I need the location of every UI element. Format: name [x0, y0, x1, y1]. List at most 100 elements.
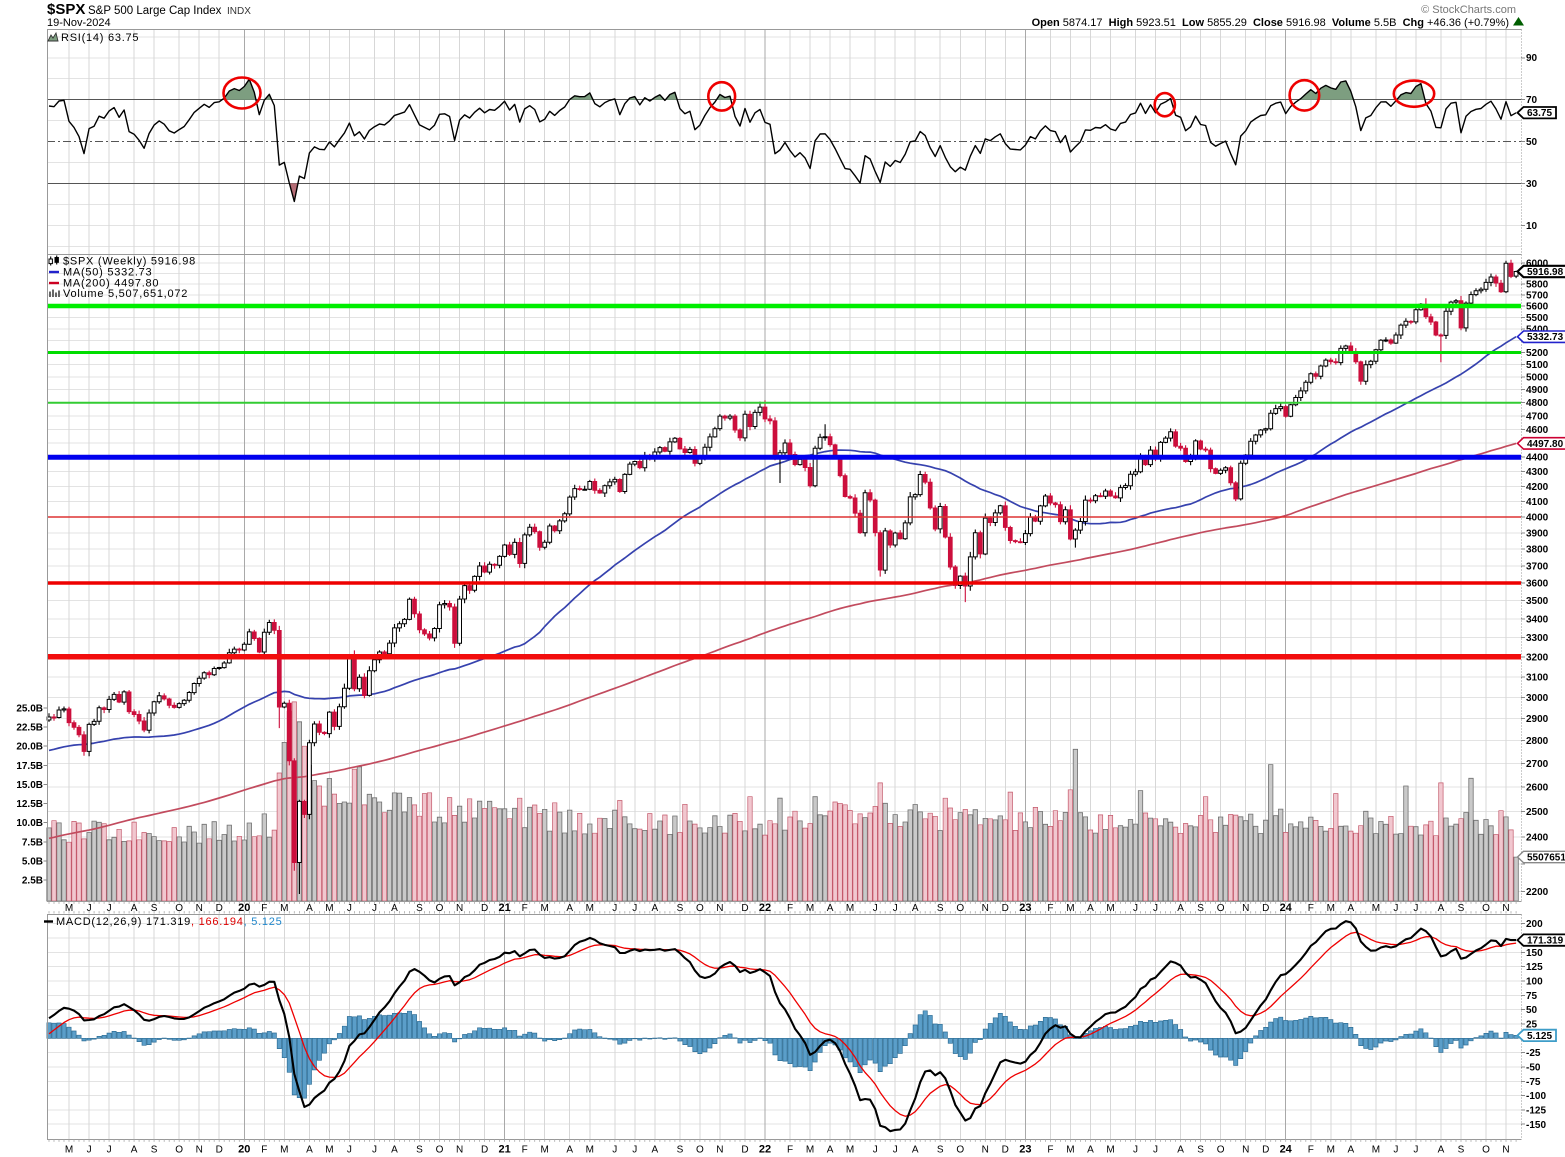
svg-text:M: M	[325, 903, 333, 914]
svg-text:3000: 3000	[1526, 693, 1549, 704]
svg-text:A: A	[651, 903, 658, 914]
svg-text:24: 24	[1280, 1144, 1293, 1156]
svg-text:17.5B: 17.5B	[16, 761, 43, 772]
svg-text:5.125: 5.125	[1527, 1031, 1552, 1042]
svg-text:N: N	[196, 1145, 203, 1156]
svg-text:7.5B: 7.5B	[22, 837, 43, 848]
svg-text:21: 21	[498, 902, 510, 914]
svg-text:-75: -75	[1526, 1077, 1541, 1088]
svg-text:A: A	[391, 903, 398, 914]
svg-text:N: N	[982, 903, 989, 914]
svg-text:4300: 4300	[1526, 467, 1549, 478]
svg-text:J: J	[107, 1145, 112, 1156]
svg-text:D: D	[1002, 1145, 1009, 1156]
svg-text:O: O	[696, 903, 704, 914]
svg-text:F: F	[1047, 1145, 1053, 1156]
svg-text:A: A	[827, 903, 834, 914]
svg-text:2.5B: 2.5B	[22, 876, 43, 887]
svg-text:A: A	[1177, 903, 1184, 914]
svg-text:M: M	[846, 1145, 854, 1156]
svg-text:-125: -125	[1526, 1105, 1546, 1116]
svg-text:200: 200	[1526, 919, 1543, 930]
svg-text:D: D	[216, 1145, 223, 1156]
svg-text:J: J	[1153, 1145, 1158, 1156]
svg-text:S: S	[1458, 903, 1465, 914]
svg-text:N: N	[982, 1145, 989, 1156]
svg-text:F: F	[1308, 1145, 1314, 1156]
svg-text:3500: 3500	[1526, 596, 1549, 607]
svg-text:M: M	[1327, 903, 1335, 914]
svg-text:4100: 4100	[1526, 497, 1549, 508]
svg-text:$SPX (Weekly) 5916.98: $SPX (Weekly) 5916.98	[63, 256, 196, 268]
svg-text:A: A	[1438, 903, 1445, 914]
svg-text:22.5B: 22.5B	[16, 723, 43, 734]
svg-text:© StockCharts.com: © StockCharts.com	[1421, 4, 1516, 16]
svg-text:J: J	[873, 1145, 878, 1156]
svg-text:10.0B: 10.0B	[16, 818, 43, 829]
svg-text:J: J	[873, 903, 878, 914]
svg-text:A: A	[566, 903, 573, 914]
svg-text:MACD(12,26,9) 171.319, 166.194: MACD(12,26,9) 171.319, 166.194, 5.125	[56, 916, 283, 928]
svg-text:50: 50	[1526, 137, 1538, 148]
svg-text:S: S	[937, 1145, 944, 1156]
svg-text:S: S	[151, 903, 158, 914]
svg-text:O: O	[1482, 903, 1490, 914]
svg-text:D: D	[741, 1145, 748, 1156]
svg-text:2700: 2700	[1526, 759, 1549, 770]
svg-text:J: J	[347, 903, 352, 914]
svg-text:S: S	[937, 903, 944, 914]
svg-text:J: J	[1413, 1145, 1418, 1156]
svg-text:20: 20	[238, 1144, 250, 1156]
svg-text:50: 50	[1526, 1005, 1538, 1016]
svg-text:D: D	[1002, 903, 1009, 914]
svg-text:4600: 4600	[1526, 425, 1549, 436]
svg-text:22: 22	[759, 1144, 771, 1156]
svg-text:D: D	[481, 1145, 488, 1156]
svg-text:M: M	[1106, 1145, 1114, 1156]
svg-text:N: N	[716, 903, 723, 914]
svg-text:S: S	[1458, 1145, 1465, 1156]
svg-text:A: A	[827, 1145, 834, 1156]
svg-text:M: M	[280, 1145, 288, 1156]
svg-text:4700: 4700	[1526, 411, 1549, 422]
svg-text:J: J	[632, 903, 637, 914]
svg-text:J: J	[87, 903, 92, 914]
svg-text:M: M	[1372, 903, 1380, 914]
svg-text:A: A	[391, 1145, 398, 1156]
svg-text:S: S	[677, 903, 684, 914]
svg-text:4200: 4200	[1526, 482, 1549, 493]
svg-text:3600: 3600	[1526, 579, 1549, 590]
svg-text:3100: 3100	[1526, 672, 1549, 683]
svg-text:J: J	[1393, 903, 1398, 914]
svg-text:5800: 5800	[1526, 280, 1549, 291]
svg-text:2200: 2200	[1526, 887, 1549, 898]
svg-text:2600: 2600	[1526, 783, 1549, 794]
svg-text:5000: 5000	[1526, 373, 1549, 384]
svg-text:-25: -25	[1526, 1048, 1541, 1059]
svg-text:S: S	[416, 1145, 423, 1156]
svg-text:4497.80: 4497.80	[1527, 439, 1564, 450]
svg-text:S: S	[1197, 1145, 1204, 1156]
svg-text:19-Nov-2024: 19-Nov-2024	[47, 17, 111, 29]
svg-text:5.0B: 5.0B	[22, 856, 43, 867]
svg-text:30: 30	[1526, 179, 1538, 190]
svg-text:-50: -50	[1526, 1063, 1541, 1074]
svg-text:MA(50) 5332.73: MA(50) 5332.73	[63, 267, 152, 279]
svg-text:2900: 2900	[1526, 714, 1549, 725]
svg-text:3300: 3300	[1526, 633, 1549, 644]
svg-text:5600: 5600	[1526, 302, 1549, 313]
svg-text:3400: 3400	[1526, 614, 1549, 625]
svg-text:5332.73: 5332.73	[1527, 332, 1564, 343]
svg-text:A: A	[306, 1145, 313, 1156]
svg-text:M: M	[541, 903, 549, 914]
svg-text:M: M	[65, 1145, 73, 1156]
svg-text:M: M	[1066, 1145, 1074, 1156]
svg-text:M: M	[806, 1145, 814, 1156]
svg-text:M: M	[65, 903, 73, 914]
svg-text:S: S	[416, 903, 423, 914]
svg-text:F: F	[522, 1145, 528, 1156]
svg-text:Volume 5,507,651,072: Volume 5,507,651,072	[63, 288, 188, 300]
svg-text:3200: 3200	[1526, 652, 1549, 663]
svg-text:A: A	[306, 903, 313, 914]
svg-text:J: J	[612, 903, 617, 914]
